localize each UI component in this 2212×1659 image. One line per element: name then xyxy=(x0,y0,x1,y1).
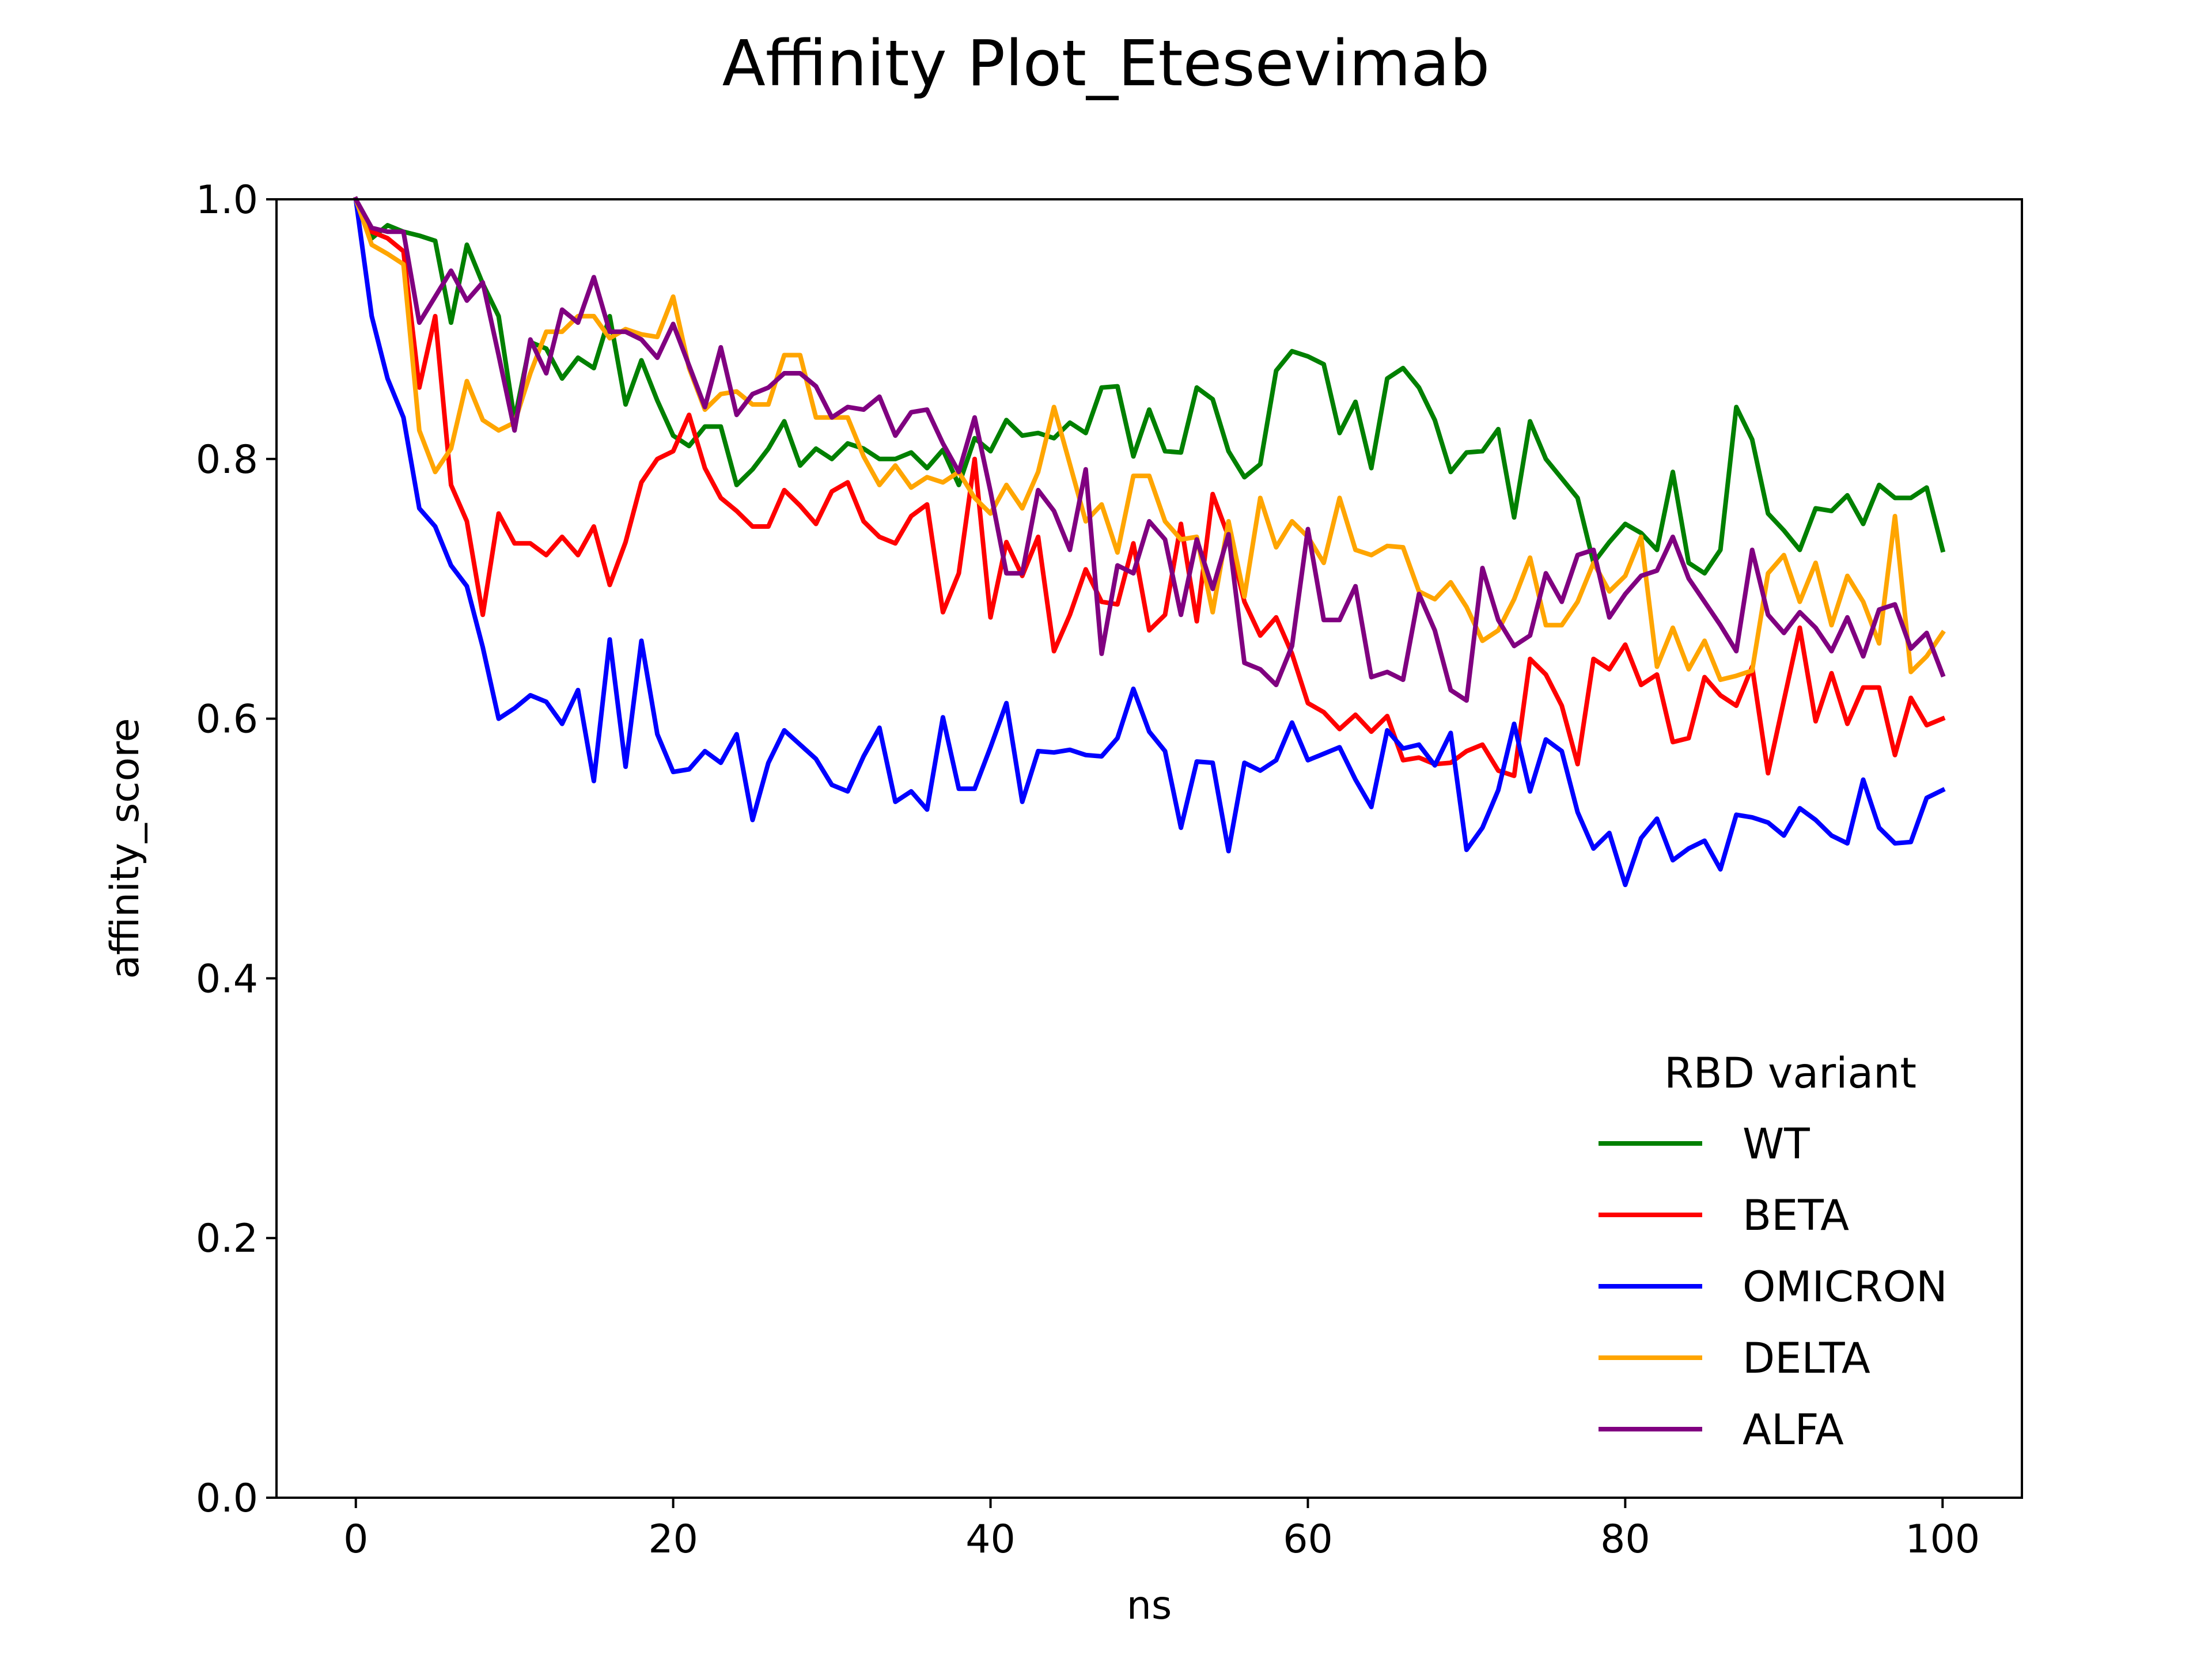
y-tick-label: 0.8 xyxy=(196,437,258,483)
x-tick-label: 40 xyxy=(965,1517,1016,1562)
series-line-wt xyxy=(353,196,1946,576)
series-line-beta xyxy=(353,196,1946,778)
legend: RBD variant WT BETA OMICRON DELTA ALFA xyxy=(1599,1049,1948,1455)
chart-title: Affinity Plot_Etesevimab xyxy=(722,26,1490,100)
series-line-alfa xyxy=(353,196,1946,703)
y-axis-ticks: 0.0 0.2 0.4 0.6 0.8 1.0 xyxy=(196,177,276,1521)
legend-label-alfa: ALFA xyxy=(1743,1406,1844,1455)
x-tick-label: 100 xyxy=(1905,1517,1980,1562)
x-axis-label: ns xyxy=(1127,1583,1172,1628)
x-tick-label: 20 xyxy=(648,1517,698,1562)
series-line-omicron xyxy=(353,196,1946,888)
plot-frame xyxy=(275,198,2023,1499)
y-tick-label: 1.0 xyxy=(196,177,258,223)
y-tick-label: 0.2 xyxy=(196,1216,258,1262)
legend-label-beta: BETA xyxy=(1743,1191,1849,1240)
y-tick-label: 0.4 xyxy=(196,956,258,1002)
legend-label-wt: WT xyxy=(1743,1120,1810,1169)
legend-title: RBD variant xyxy=(1664,1049,1916,1098)
y-axis-label: affinity_score xyxy=(103,718,148,979)
y-tick-label: 0.0 xyxy=(196,1476,258,1521)
legend-label-omicron: OMICRON xyxy=(1743,1263,1948,1312)
x-tick-label: 80 xyxy=(1600,1517,1650,1562)
series-layer xyxy=(353,196,1946,888)
x-axis-ticks: 0 20 40 60 80 100 xyxy=(343,1498,1980,1562)
series-line-delta xyxy=(353,196,1946,682)
x-tick-label: 60 xyxy=(1283,1517,1333,1562)
x-tick-label: 0 xyxy=(343,1517,368,1562)
y-tick-label: 0.6 xyxy=(196,697,258,743)
legend-label-delta: DELTA xyxy=(1743,1334,1870,1383)
